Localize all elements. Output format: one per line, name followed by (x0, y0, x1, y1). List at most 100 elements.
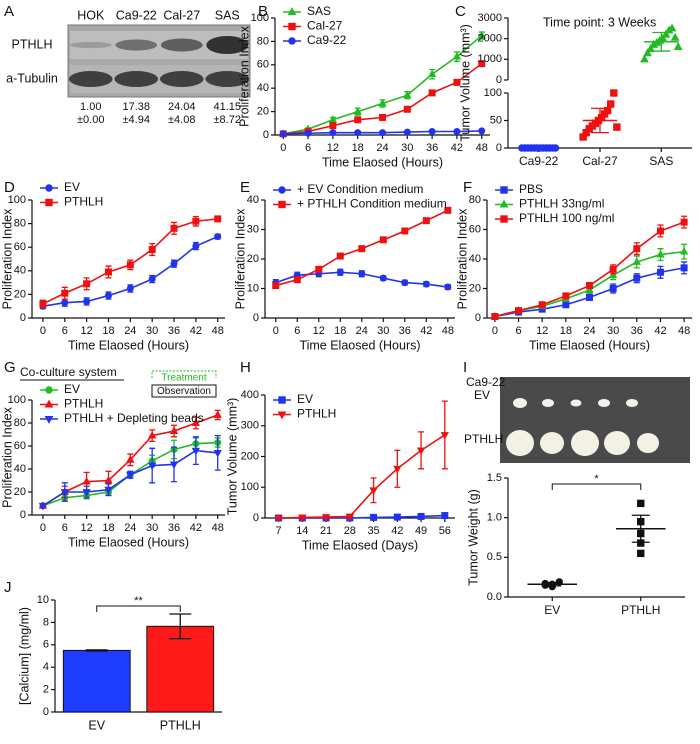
x-tick-label: 18 (352, 142, 364, 154)
y-tick-label: 3000 (478, 12, 502, 24)
x-axis-label: Time Elaosed (Hours) (68, 338, 189, 352)
marker (667, 23, 677, 32)
y-tick-label: 40 (257, 82, 269, 94)
legend-label: EV (64, 382, 80, 396)
y-axis-label: Tumor Volume (mm³) (458, 24, 472, 142)
blot-band (205, 71, 250, 87)
marker (679, 246, 689, 255)
y-tick-label: 20 (14, 486, 26, 498)
tumor (598, 399, 610, 407)
x-tick-label: 24 (124, 522, 136, 534)
y-tick-label: 300 (241, 420, 259, 432)
x-tick-label: 0 (273, 325, 279, 337)
y-tick-label: 0 (253, 312, 259, 324)
x-tick-label: 30 (146, 522, 158, 534)
bar (62, 649, 131, 713)
marker (304, 129, 312, 137)
x-tick-label: 6 (305, 142, 311, 154)
marker (555, 578, 563, 586)
panel-letter: J (4, 579, 12, 596)
x-tick-label: 7 (276, 525, 282, 537)
marker (353, 106, 362, 115)
y-tick-label: 80 (14, 218, 26, 230)
x-tick-label: 49 (415, 525, 427, 537)
x-tick-label: 42 (190, 522, 202, 534)
x-tick-label: 0 (492, 325, 498, 337)
y-tick-label: 60 (14, 241, 26, 253)
marker (673, 42, 683, 50)
series-line (283, 62, 483, 135)
marker (453, 78, 461, 86)
y-tick-label: 60 (14, 440, 26, 452)
marker (401, 227, 409, 235)
marker (126, 261, 134, 269)
error-bar (591, 107, 609, 134)
marker (369, 487, 378, 495)
marker (170, 260, 178, 268)
marker (213, 450, 222, 458)
marker (277, 411, 287, 420)
marker (478, 127, 486, 135)
x-tick-label: 12 (536, 325, 548, 337)
marker (126, 285, 134, 292)
x-tick-label: 36 (631, 325, 643, 337)
y-tick-label: 400 (241, 389, 259, 401)
x-tick-label: 48 (212, 325, 224, 337)
y-tick-label: 100 (8, 194, 26, 206)
x-tick-label: 6 (62, 522, 68, 534)
x-tick-label: 42 (654, 325, 666, 337)
marker (500, 186, 508, 194)
blot-band (206, 36, 249, 54)
y-tick-label: 8 (43, 616, 49, 628)
legend-label: PTHLH + Depleting beads (64, 411, 204, 425)
value-label: 17.38 (122, 101, 150, 113)
tumor (626, 399, 638, 407)
x-tick-label: 6 (294, 325, 300, 337)
marker (287, 7, 297, 16)
x-tick-label: 24 (124, 325, 136, 337)
marker (586, 282, 593, 290)
x-tick-label: 18 (560, 325, 572, 337)
marker (61, 299, 69, 307)
x-tick-label: PTHLH (160, 718, 201, 732)
marker (104, 475, 113, 484)
y-tick-label: 40 (469, 253, 481, 265)
y-axis-label: Tumor Volume (mm³) (225, 398, 239, 516)
marker (610, 89, 618, 97)
y-tick-label: 1.0 (487, 512, 502, 524)
marker (213, 410, 222, 418)
y-tick-label: 40 (14, 463, 26, 475)
y-tick-label: 60 (469, 223, 481, 235)
blot-band (159, 71, 204, 87)
row-label: a-Tubulin (6, 71, 58, 85)
x-tick-label: 12 (313, 325, 325, 337)
marker (441, 512, 449, 520)
y-axis-label: Tumor Weight (g) (466, 489, 480, 586)
marker (444, 206, 452, 214)
significance-bracket (551, 483, 642, 490)
marker (379, 236, 387, 244)
marker (126, 455, 135, 463)
x-tick-label: 36 (168, 325, 180, 337)
marker (169, 426, 179, 434)
marker (401, 279, 409, 287)
marker (633, 245, 641, 253)
x-tick-label: PTHLH (621, 603, 660, 617)
marker (83, 297, 91, 305)
marker (288, 22, 296, 31)
marker (609, 270, 618, 279)
panel-letter: A (4, 3, 14, 20)
y-tick-label: 0 (475, 312, 481, 324)
y-tick-label: 80 (14, 417, 26, 429)
y-tick-label: 0.0 (487, 591, 502, 603)
legend-label: PTHLH 33ng/ml (519, 197, 604, 211)
marker (148, 275, 156, 283)
error-bar (169, 613, 192, 640)
legend-label: PTHLH (64, 195, 103, 209)
error-bar (85, 649, 108, 652)
y-tick-label: 4 (43, 661, 49, 673)
y-tick-label: 6 (43, 639, 49, 651)
marker (321, 514, 331, 522)
lane-label: HOK (77, 8, 105, 22)
